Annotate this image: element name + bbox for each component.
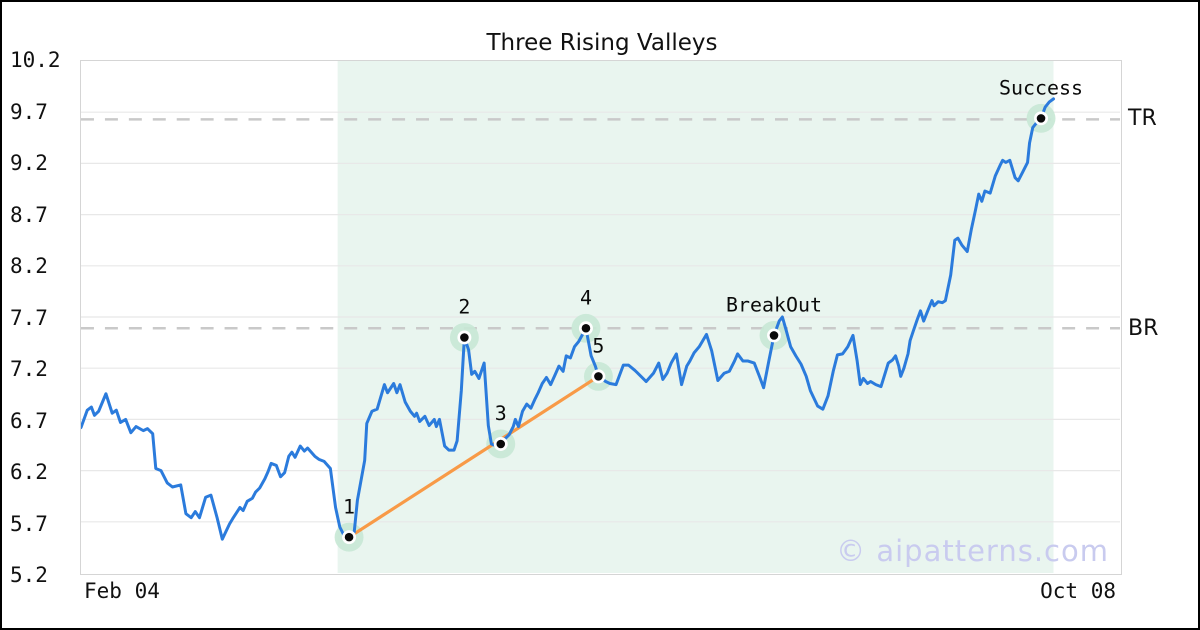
x-tick-end: Oct 08 <box>1040 579 1116 603</box>
marker-dot-3 <box>496 439 506 449</box>
y-tick-label: 9.7 <box>10 99 48 124</box>
y-tick-label: 9.2 <box>10 151 48 175</box>
y-tick-label: 6.7 <box>10 408 48 433</box>
marker-dot-success <box>1036 114 1046 123</box>
x-tick-start: Feb 04 <box>84 579 160 603</box>
y-tick-label: 10.2 <box>10 48 61 72</box>
plot-area: 1 2 3 4 5 BreakOut Success © aipatterns.com <box>80 60 1122 575</box>
marker-label-2: 2 <box>458 296 470 319</box>
marker-label-success: Success <box>999 77 1083 100</box>
watermark: © aipatterns.com <box>836 534 1109 568</box>
marker-dot-1 <box>344 532 354 542</box>
y-tick-label: 5.7 <box>10 511 48 536</box>
plot-canvas: 1 2 3 4 5 BreakOut Success <box>81 61 1120 573</box>
y-tick-label: 7.7 <box>10 305 48 330</box>
level-label-tr: TR <box>1128 105 1157 131</box>
marker-dot-2 <box>460 333 469 342</box>
y-tick-label: 8.7 <box>10 202 48 227</box>
marker-label-4: 4 <box>580 286 592 309</box>
marker-dot-5 <box>594 372 603 381</box>
price-line <box>81 97 1055 541</box>
y-tick-label: 8.2 <box>10 254 48 278</box>
marker-dot-4 <box>581 323 591 333</box>
y-tick-label: 7.2 <box>10 357 48 381</box>
level-label-br: BR <box>1128 315 1159 341</box>
marker-label-breakout: BreakOut <box>726 294 822 317</box>
marker-label-5: 5 <box>592 335 604 358</box>
marker-label-3: 3 <box>495 402 507 425</box>
y-tick-label: 6.2 <box>10 460 48 484</box>
y-tick-label: 5.2 <box>10 563 48 587</box>
chart-title: Three Rising Valleys <box>486 30 718 56</box>
marker-dot-breakout <box>769 331 779 340</box>
marker-label-1: 1 <box>343 495 355 518</box>
trend-line <box>347 374 601 539</box>
